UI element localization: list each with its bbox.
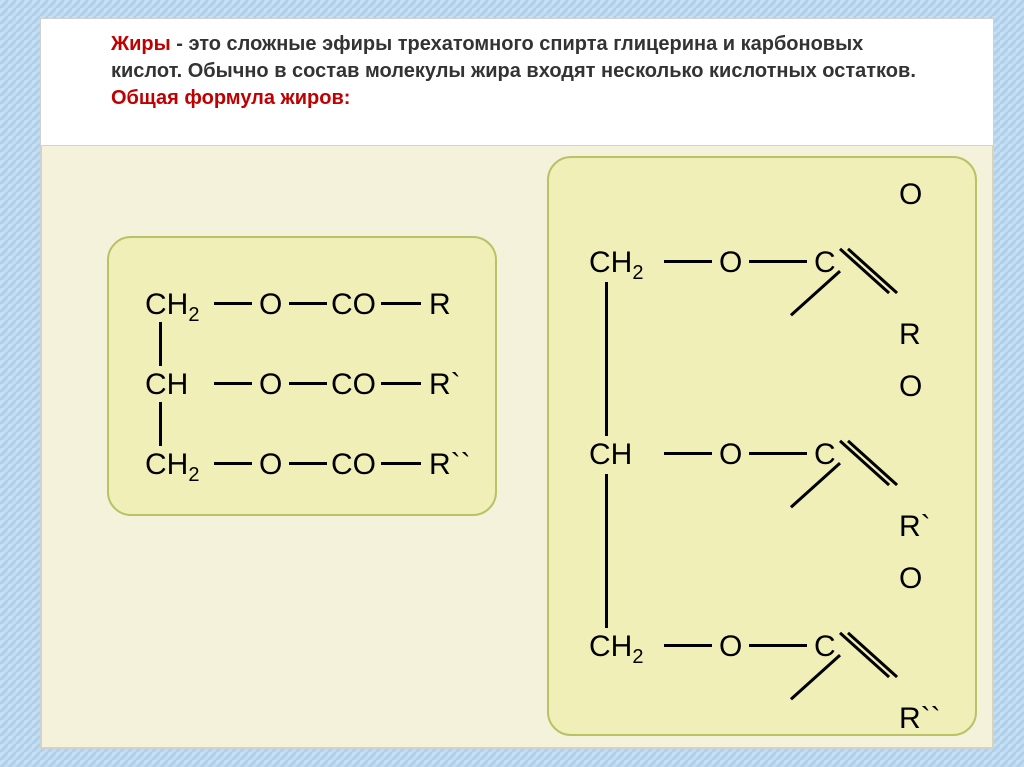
formula-panel-expanded: CH2OCORCHOCOR`CH2OCOR`` [547, 156, 977, 736]
bond-diagonal [847, 632, 898, 678]
bond-horizontal [289, 382, 327, 385]
bond-vertical [159, 322, 162, 366]
definition-body: - это сложные эфиры трехатомного спирта … [111, 33, 916, 82]
bond-horizontal [214, 302, 252, 305]
atom-label: CH2 [145, 288, 199, 327]
bond-diagonal [839, 632, 890, 678]
bond-horizontal [214, 462, 252, 465]
atom-label: O [719, 438, 742, 472]
definition-text: Жиры - это сложные эфиры трехатомного сп… [41, 19, 993, 122]
atom-label: R [429, 288, 451, 322]
bond-horizontal [749, 644, 807, 647]
atom-label: O [259, 368, 282, 402]
atom-label: O [899, 562, 922, 596]
formula-panel-condensed: CH2 O CO R CH O CO R` CH2 O CO R`` [107, 236, 497, 516]
atom-label: CO [331, 368, 376, 402]
atom-label: CO [331, 448, 376, 482]
atom-label: R [899, 318, 921, 352]
bond-horizontal [664, 260, 712, 263]
bond-horizontal [749, 260, 807, 263]
bond-vertical [605, 282, 608, 436]
bond-vertical [605, 474, 608, 628]
bond-diagonal [839, 248, 890, 294]
atom-label: CH [145, 368, 188, 402]
bond-horizontal [289, 462, 327, 465]
bond-horizontal [214, 382, 252, 385]
bond-horizontal [664, 452, 712, 455]
atom-label: O [259, 288, 282, 322]
highlight-formula: Общая формула жиров: [111, 87, 350, 109]
bond-diagonal [839, 440, 890, 486]
atom-label: CH2 [145, 448, 199, 487]
atom-label: O [259, 448, 282, 482]
atom-label: O [899, 178, 922, 212]
bond-diagonal [847, 248, 898, 294]
bond-diagonal [847, 440, 898, 486]
atom-label: CO [331, 288, 376, 322]
bond-horizontal [664, 644, 712, 647]
atom-label: R`` [429, 448, 471, 482]
atom-label: O [719, 630, 742, 664]
bond-vertical [159, 402, 162, 446]
atom-label: R` [899, 510, 931, 544]
content-area: Жиры - это сложные эфиры трехатомного сп… [40, 18, 994, 749]
bond-horizontal [381, 462, 421, 465]
bond-horizontal [289, 302, 327, 305]
highlight-fats: Жиры [111, 33, 171, 55]
atom-label: CH2 [589, 246, 643, 285]
bond-horizontal [381, 302, 421, 305]
atom-label: R` [429, 368, 461, 402]
atom-label: CH [589, 438, 632, 472]
atom-label: CH2 [589, 630, 643, 669]
bond-horizontal [381, 382, 421, 385]
bond-horizontal [749, 452, 807, 455]
atom-label: O [719, 246, 742, 280]
atom-label: R`` [899, 702, 941, 736]
atom-label: O [899, 370, 922, 404]
formula-panels-container: CH2 O CO R CH O CO R` CH2 O CO R`` CH2 O CO R CH O CO R` CH… [41, 145, 993, 748]
